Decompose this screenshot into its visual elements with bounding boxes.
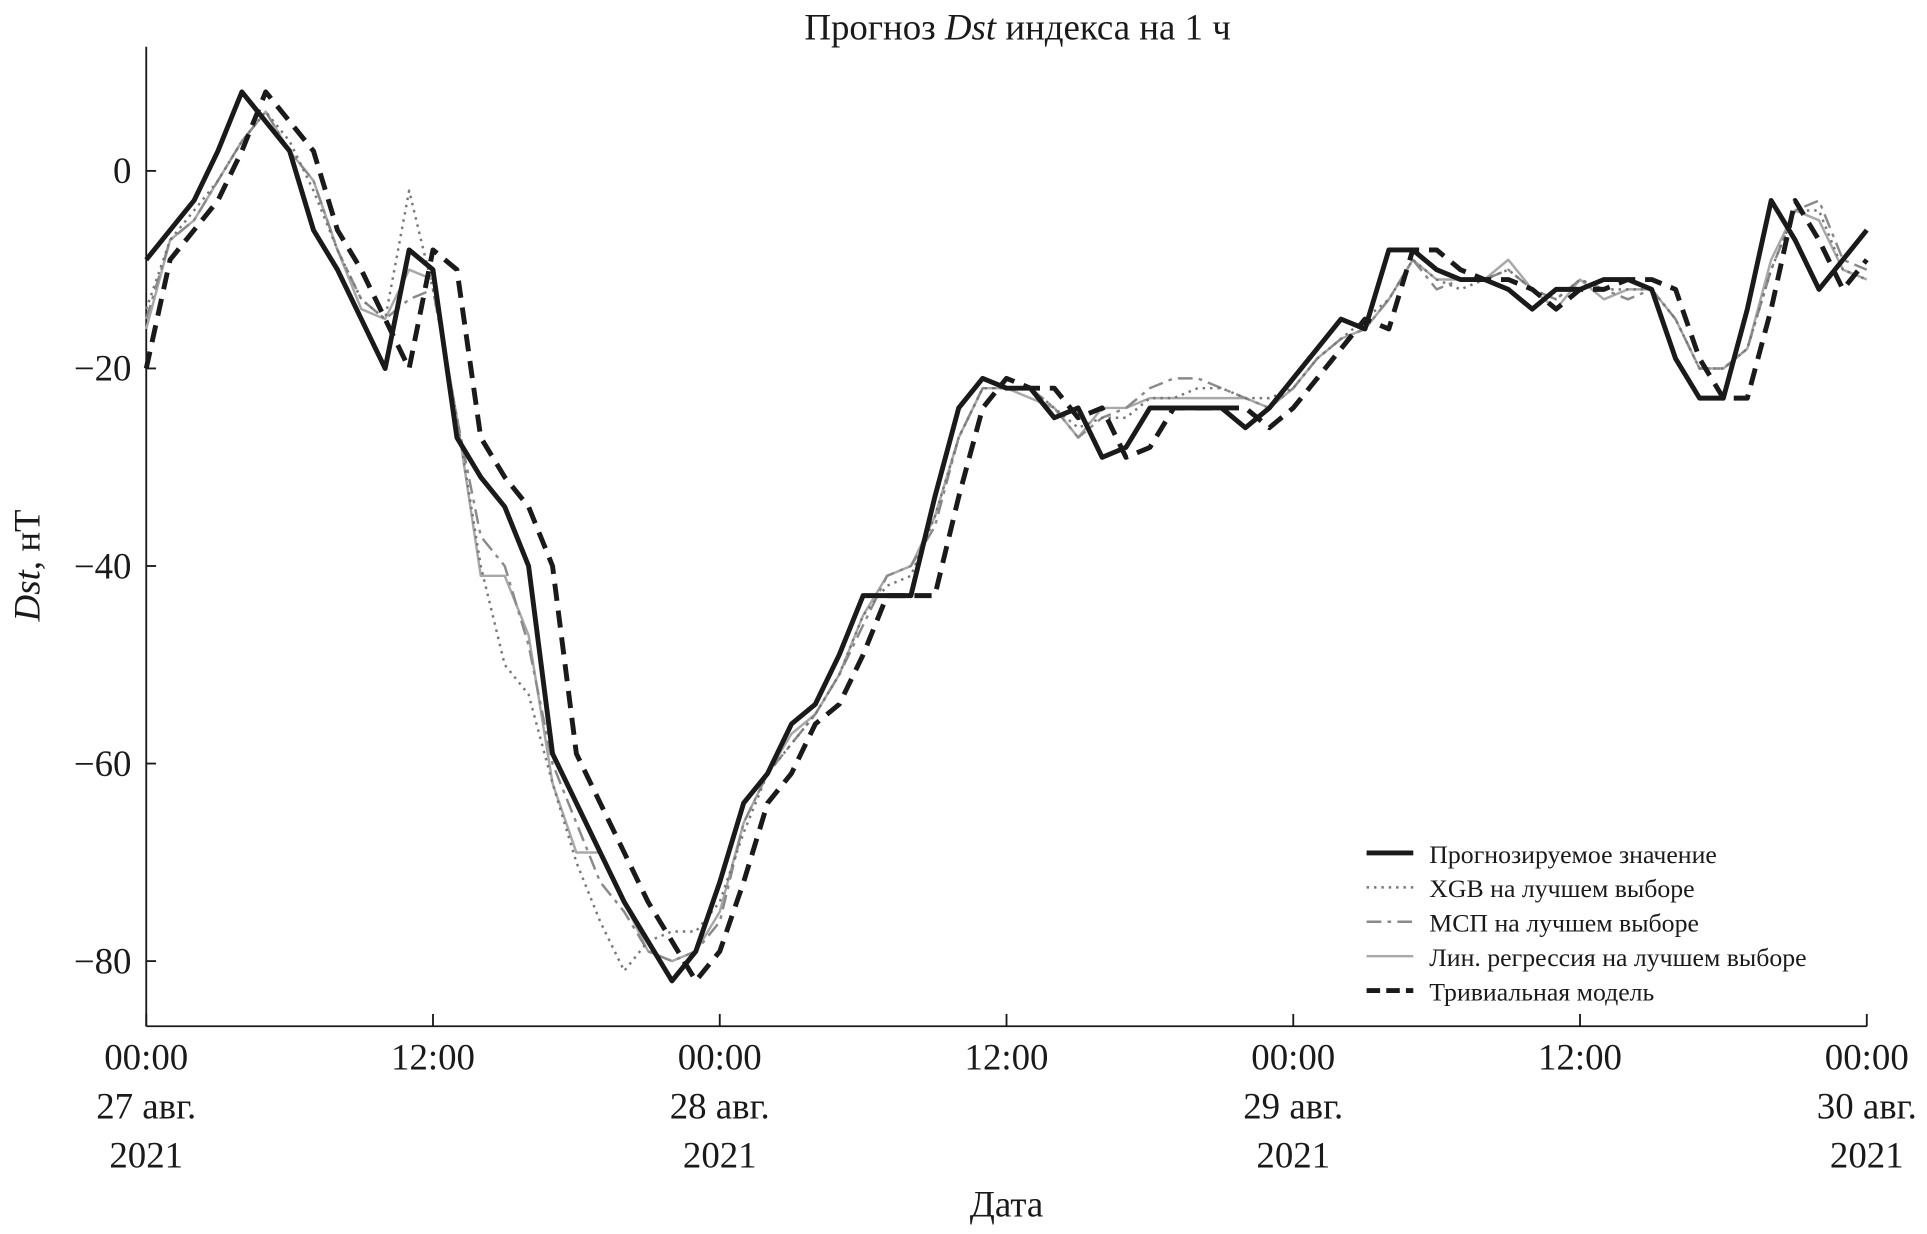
x-tick-label: 00:00	[1825, 1036, 1909, 1077]
y-tick-label: 0	[113, 150, 131, 191]
legend-label: Лин. регрессия на лучшем выборе	[1429, 943, 1806, 972]
x-tick-label: 12:00	[1538, 1036, 1622, 1077]
x-tick-label: 2021	[1830, 1135, 1904, 1176]
x-tick-label: 12:00	[391, 1036, 475, 1077]
legend-label: Прогнозируемое значение	[1429, 840, 1717, 869]
x-tick-label: 30 авг.	[1817, 1085, 1917, 1126]
ylabel-suffix: , нТ	[6, 509, 47, 570]
x-ticks: 00:00 27 авг. 2021 12:00 00:00 28 авг. 2021 12:…	[96, 1013, 1917, 1176]
title-suffix: индекса на 1 ч	[996, 6, 1231, 47]
x-tick-label: 2021	[683, 1135, 757, 1176]
x-tick-label: 2021	[109, 1135, 183, 1176]
x-tick-label: 2021	[1256, 1135, 1330, 1176]
ylabel-italic: Dst	[6, 569, 47, 622]
series-line-2	[145, 110, 1868, 963]
legend-label: Тривиальная модель	[1429, 977, 1654, 1006]
x-tick-label: 28 авг.	[670, 1085, 770, 1126]
x-tick-label: 12:00	[965, 1036, 1049, 1077]
chart-title: Прогноз Dst индекса на 1 ч	[804, 6, 1230, 47]
title-prefix: Прогноз	[804, 6, 945, 47]
series-line-1	[145, 110, 1868, 973]
x-tick-label: 29 авг.	[1243, 1085, 1343, 1126]
series-line-3	[145, 110, 1868, 963]
x-tick-label: 27 авг.	[96, 1085, 196, 1126]
title-italic: Dst	[944, 6, 997, 47]
y-tick-label: −60	[74, 743, 132, 784]
series-line-0	[144, 89, 1869, 984]
y-axis-label: Dst, нТ	[6, 509, 47, 622]
legend-label: XGB на лучшем выборе	[1429, 874, 1694, 903]
x-tick-label: 00:00	[104, 1036, 188, 1077]
legend-label: МСП на лучшем выборе	[1429, 909, 1699, 938]
x-axis-label: Дата	[970, 1184, 1043, 1225]
x-tick-label: 00:00	[678, 1036, 762, 1077]
legend: Прогнозируемое значение XGB на лучшем выб…	[1366, 840, 1807, 1006]
series-lines	[143, 89, 1869, 984]
x-tick-label: 00:00	[1251, 1036, 1335, 1077]
y-ticks: 0 −20 −40 −60 −80	[74, 150, 157, 981]
y-tick-label: −40	[74, 545, 132, 586]
y-tick-label: −20	[74, 348, 132, 389]
y-tick-label: −80	[74, 940, 132, 981]
